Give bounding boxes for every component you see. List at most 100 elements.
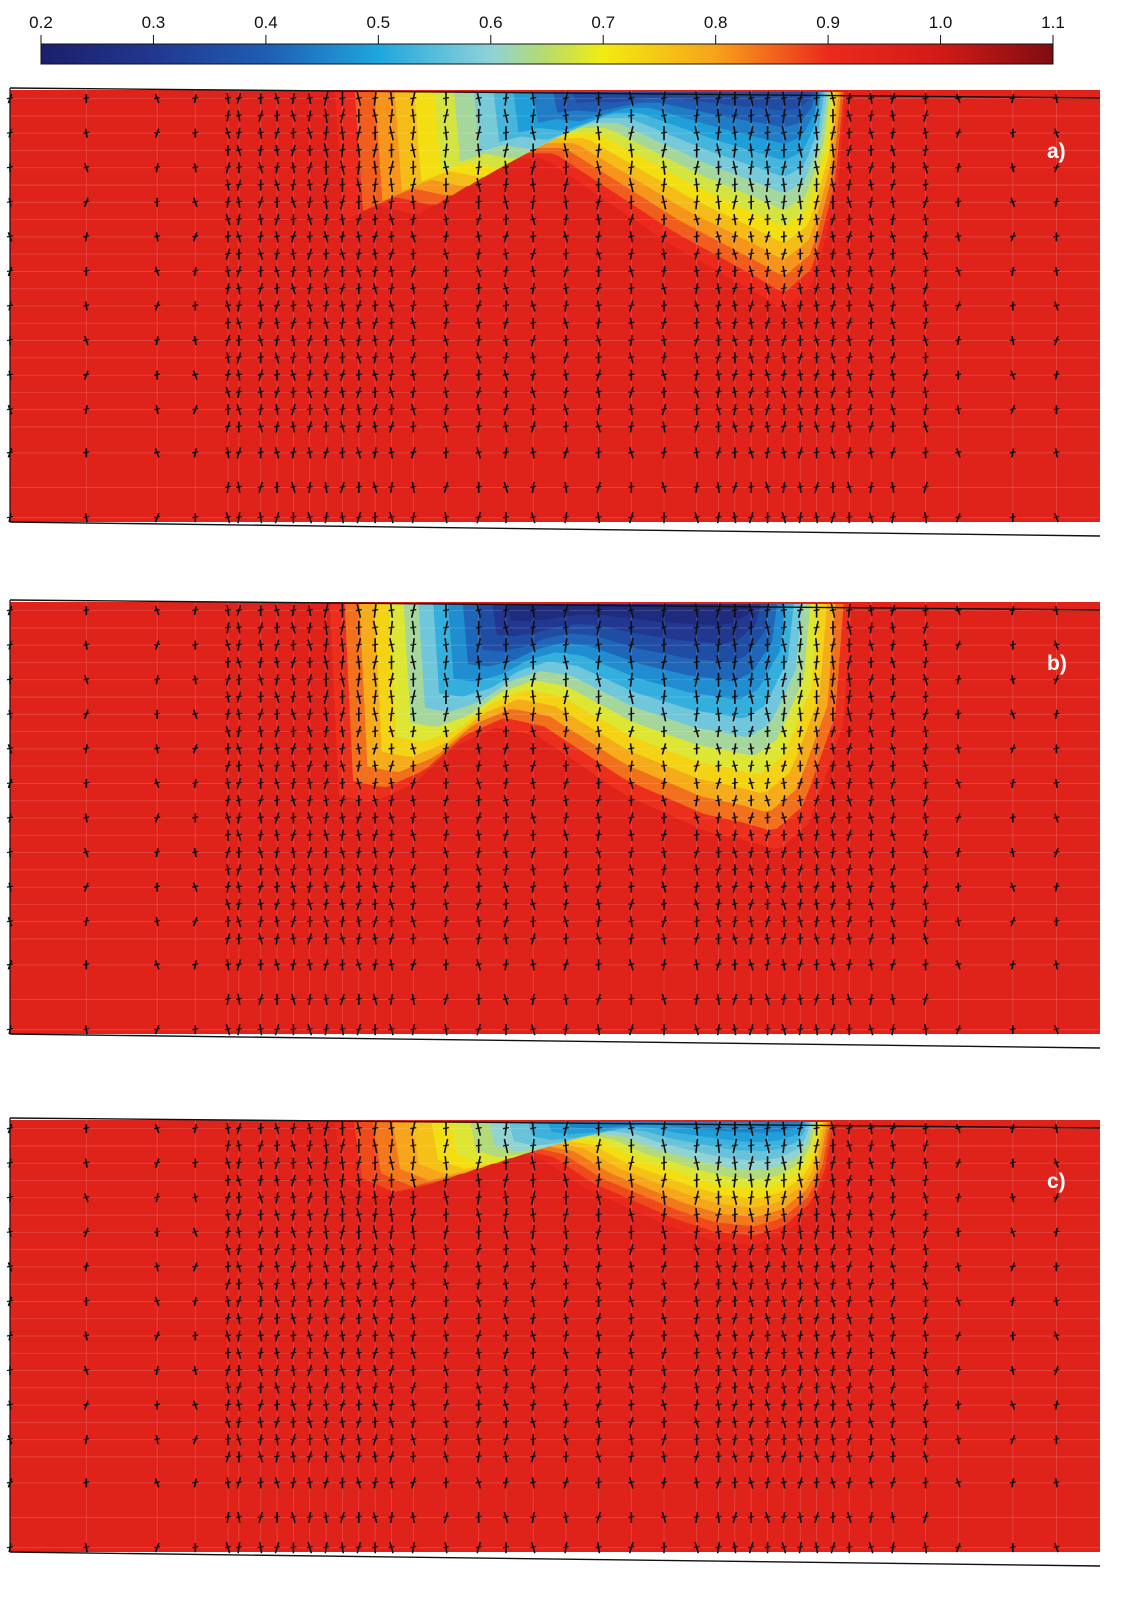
velocity-arrow-head xyxy=(154,451,161,454)
velocity-arrow-head xyxy=(595,1230,602,1233)
velocity-arrow-head xyxy=(410,200,417,203)
velocity-arrow-head xyxy=(797,816,804,819)
velocity-arrow-head xyxy=(660,730,668,733)
velocity-arrow-head xyxy=(780,764,787,767)
velocity-arrow-head xyxy=(530,609,537,612)
velocity-arrow-head xyxy=(562,148,569,152)
velocity-arrow-head xyxy=(595,516,602,519)
velocity-arrow-head xyxy=(797,1178,804,1182)
velocity-arrow-head xyxy=(829,373,837,376)
velocity-arrow-head xyxy=(355,920,362,923)
velocity-arrow-head xyxy=(410,885,417,888)
velocity-arrow-head xyxy=(83,304,90,307)
velocity-arrow-head xyxy=(595,1438,602,1441)
velocity-arrow-head xyxy=(780,1028,787,1031)
velocity-arrow-head xyxy=(764,850,771,854)
velocity-arrow-head xyxy=(388,451,395,454)
velocity-arrow-head xyxy=(660,390,668,393)
velocity-arrow-head xyxy=(257,1334,264,1337)
velocity-arrow-head xyxy=(502,781,510,785)
velocity-arrow-head xyxy=(731,1282,738,1285)
velocity-arrow-head xyxy=(290,920,297,923)
velocity-arrow-head xyxy=(502,218,510,221)
velocity-arrow-head xyxy=(502,1265,510,1268)
velocity-arrow-head xyxy=(748,1230,755,1233)
velocity-arrow-head xyxy=(829,920,837,923)
velocity-arrow-head xyxy=(224,997,232,1001)
velocity-arrow-head xyxy=(355,516,362,519)
velocity-arrow-head xyxy=(846,252,853,255)
velocity-arrow-head xyxy=(660,235,668,238)
velocity-arrow-head xyxy=(797,356,804,359)
velocity-arrow-head xyxy=(388,920,395,923)
velocity-arrow-head xyxy=(323,390,330,393)
velocity-arrow-head xyxy=(813,485,820,489)
velocity-arrow-head xyxy=(257,1386,264,1389)
velocity-arrow-head xyxy=(306,451,313,454)
velocity-arrow-head xyxy=(715,1144,722,1147)
velocity-arrow-head xyxy=(323,1386,330,1389)
velocity-arrow-head xyxy=(475,712,482,715)
velocity-arrow-head xyxy=(628,626,635,629)
velocity-arrow-head xyxy=(748,1420,755,1423)
velocity-arrow-head xyxy=(530,695,537,698)
velocity-arrow-head xyxy=(764,1127,771,1130)
velocity-arrow-head xyxy=(475,747,482,750)
velocity-arrow-head xyxy=(224,781,232,785)
velocity-arrow-head xyxy=(922,200,929,203)
velocity-arrow-head xyxy=(731,1144,738,1147)
velocity-arrow-head xyxy=(339,97,346,100)
velocity-arrow-head xyxy=(323,1127,330,1130)
velocity-arrow-head xyxy=(355,1299,362,1303)
velocity-arrow-head xyxy=(846,287,853,290)
velocity-arrow-head xyxy=(372,833,379,836)
velocity-arrow-head xyxy=(257,1282,264,1285)
velocity-arrow-head xyxy=(889,485,896,489)
velocity-arrow-head xyxy=(339,833,346,836)
velocity-arrow-head xyxy=(323,1317,330,1320)
velocity-arrow-head xyxy=(339,166,346,169)
velocity-arrow-head xyxy=(475,1334,482,1337)
velocity-arrow-head xyxy=(813,643,820,646)
velocity-arrow-head xyxy=(83,747,90,750)
velocity-arrow-head xyxy=(530,937,537,940)
velocity-arrow-head xyxy=(257,1420,264,1423)
velocity-arrow-head xyxy=(475,781,482,785)
velocity-arrow-head xyxy=(748,287,755,290)
velocity-arrow-head xyxy=(764,148,771,152)
velocity-arrow-head xyxy=(764,1230,771,1233)
colorbar: 0.2 0.3 0.4 0.5 0.6 0.7 0.8 0.9 1.0 1.1 xyxy=(29,13,1065,65)
velocity-arrow-head xyxy=(1009,678,1016,681)
velocity-arrow-head xyxy=(813,356,820,359)
velocity-arrow-head xyxy=(731,200,738,203)
velocity-arrow-head xyxy=(780,114,787,117)
velocity-arrow-head xyxy=(562,626,569,629)
velocity-arrow-head xyxy=(562,516,569,519)
velocity-arrow-head xyxy=(797,1546,804,1549)
velocity-arrow-head xyxy=(475,1481,482,1484)
velocity-arrow-head xyxy=(502,1481,510,1484)
velocity-arrow-head xyxy=(868,997,875,1001)
velocity-arrow-head xyxy=(693,902,700,905)
velocity-arrow-head xyxy=(829,148,837,152)
velocity-arrow-head xyxy=(530,485,537,489)
velocity-arrow-head xyxy=(388,1386,395,1389)
velocity-arrow-head xyxy=(748,1438,755,1441)
velocity-arrow-head xyxy=(889,1028,896,1031)
velocity-arrow-head xyxy=(530,321,537,324)
velocity-arrow-head xyxy=(224,114,232,117)
velocity-arrow-head xyxy=(530,373,537,376)
velocity-arrow-head xyxy=(306,425,313,428)
velocity-arrow-head xyxy=(731,321,738,324)
velocity-arrow-head xyxy=(290,885,297,888)
velocity-arrow-head xyxy=(323,1481,330,1484)
velocity-arrow-head xyxy=(715,338,722,342)
velocity-arrow-head xyxy=(780,1420,787,1423)
velocity-arrow-head xyxy=(257,1546,264,1549)
velocity-arrow-head xyxy=(868,868,875,871)
velocity-arrow-head xyxy=(442,1127,450,1130)
velocity-arrow-head xyxy=(764,643,771,646)
velocity-arrow-head xyxy=(475,200,482,203)
velocity-arrow-head xyxy=(273,1230,281,1233)
velocity-arrow-head xyxy=(660,868,668,871)
